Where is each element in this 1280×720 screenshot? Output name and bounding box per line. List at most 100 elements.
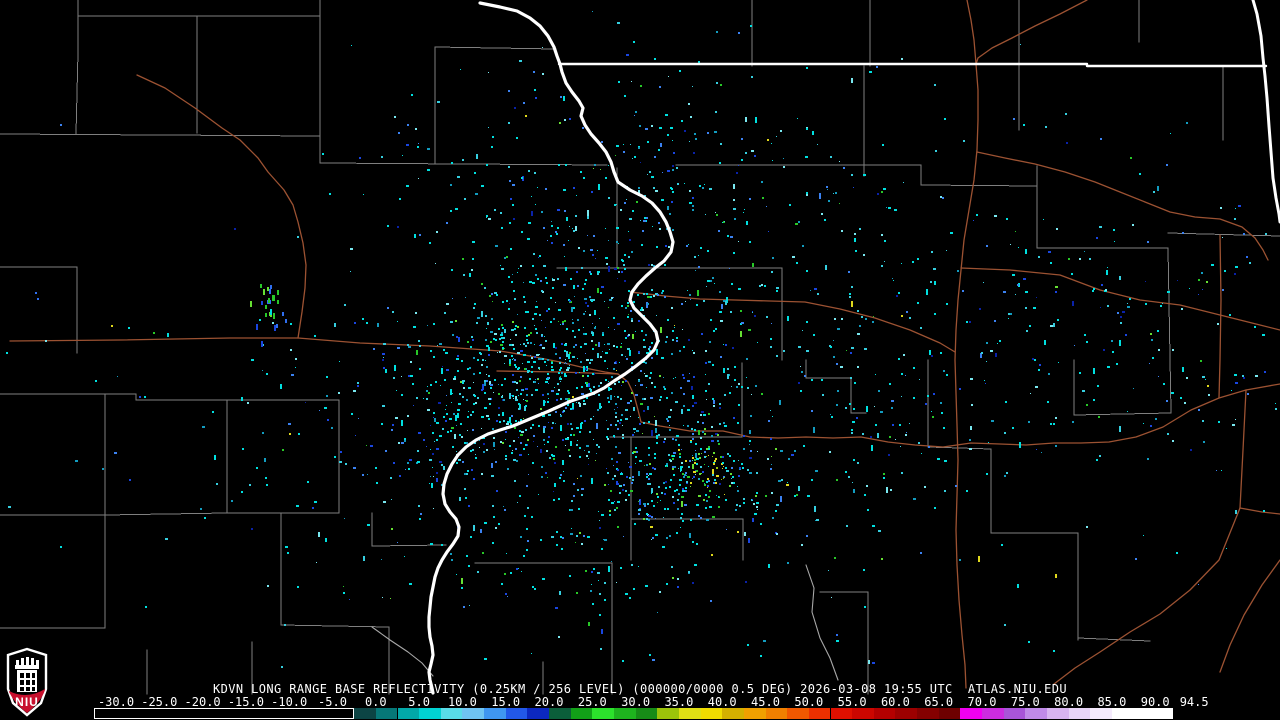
colorbar-segment [808,708,831,719]
scale-label: 85.0 [1097,695,1127,709]
scale-label: 30.0 [621,695,651,709]
county-boundaries [0,0,1280,695]
scale-label: 40.0 [707,695,737,709]
product-title: KDVN LONG RANGE BASE REFLECTIVITY (0.25K… [213,682,1067,696]
colorbar-segment [895,708,918,719]
scale-label: 35.0 [664,695,694,709]
colorbar-segment [982,708,1004,719]
colorbar-segment [1090,708,1112,719]
scale-label: -25.0 [141,695,178,709]
rivers-and-borders [427,0,1280,695]
castle-icon [15,657,39,692]
highway [976,151,1269,261]
colorbar-segment [1003,708,1026,719]
colorbar-segment [743,708,766,719]
colorbar-segment [440,708,463,719]
colorbar-segment [765,708,788,719]
county-line [319,162,608,166]
colorbar-segment [700,708,723,719]
scale-label: 15.0 [491,695,521,709]
minor-road [371,626,434,677]
colorbar-segment [657,708,679,719]
highway [629,291,956,353]
minor-road [805,564,839,681]
highway [1053,507,1241,685]
minor-roads [371,564,839,681]
colorbar-segment [1025,708,1047,719]
highway [954,0,979,689]
highway [617,373,1280,448]
radar-echo-field [6,11,1277,668]
highway [1218,234,1222,399]
county-line [920,184,1038,187]
county-line [1073,412,1172,416]
colorbar-segment [938,708,961,719]
county-line [0,266,78,354]
colorbar-segment [527,708,550,719]
scale-label: 90.0 [1140,695,1170,709]
colorbar-segment [960,708,983,719]
highway [136,74,307,339]
county-line [0,133,321,137]
scale-label: -10.0 [271,695,308,709]
colorbar-segment [592,708,614,719]
colorbar-segment [462,708,485,719]
scale-label: 25.0 [577,695,607,709]
scale-label: 70.0 [967,695,997,709]
county-line [75,0,79,135]
county-line [434,46,557,50]
colorbar-segment [1047,708,1069,719]
scale-label: 80.0 [1054,695,1084,709]
colorbar-segment [505,708,528,719]
scale-label: 60.0 [880,695,910,709]
scale-label: 5.0 [408,695,430,709]
scale-label: -20.0 [184,695,221,709]
county-line [371,544,447,547]
scale-label: 94.5 [1179,695,1209,709]
colorbar-segment [852,708,874,719]
county-line [1167,232,1280,237]
colorbar-segment [635,708,658,719]
niu-logo-text: NIU [15,695,39,709]
lake-michigan-shore [1251,0,1280,224]
colorbar-segment [1155,708,1173,719]
colorbar-segment [787,708,809,719]
scale-label: 75.0 [1010,695,1040,709]
colorbar-segment [722,708,744,719]
highway [960,267,1280,331]
colorbar-segment [419,708,441,719]
niu-red-band [9,689,45,713]
highway [1239,507,1280,515]
scale-label: 20.0 [534,695,564,709]
county-line [927,446,992,534]
highways [9,0,1280,689]
highway [1219,559,1280,673]
county-line [1077,637,1151,642]
colorbar-segment [830,708,853,719]
niu-logo: NIU [6,647,48,717]
highway [1239,389,1247,509]
colorbar-segment [1068,708,1091,719]
state-border [557,62,1268,68]
scale-label: 45.0 [751,695,780,709]
highway [9,337,619,375]
colorbar-segment [484,708,506,719]
colorbar-segment [1133,708,1156,719]
scale-label: -15.0 [227,695,264,709]
scale-label: 55.0 [837,695,867,709]
colorbar-segment [1111,708,1134,719]
scale-label: 0.0 [364,695,387,709]
colorbar-segment [375,708,398,719]
colorbar-segment [549,708,571,719]
scale-label: 65.0 [924,695,954,709]
county-line [0,393,340,401]
highway [975,0,1088,65]
colorbar-segment [873,708,896,719]
colorbar-segment [94,708,355,719]
colorbar-segment [570,708,593,719]
county-line [104,512,340,516]
reflectivity-colorbar [0,708,1280,719]
mississippi-river [427,1,675,695]
